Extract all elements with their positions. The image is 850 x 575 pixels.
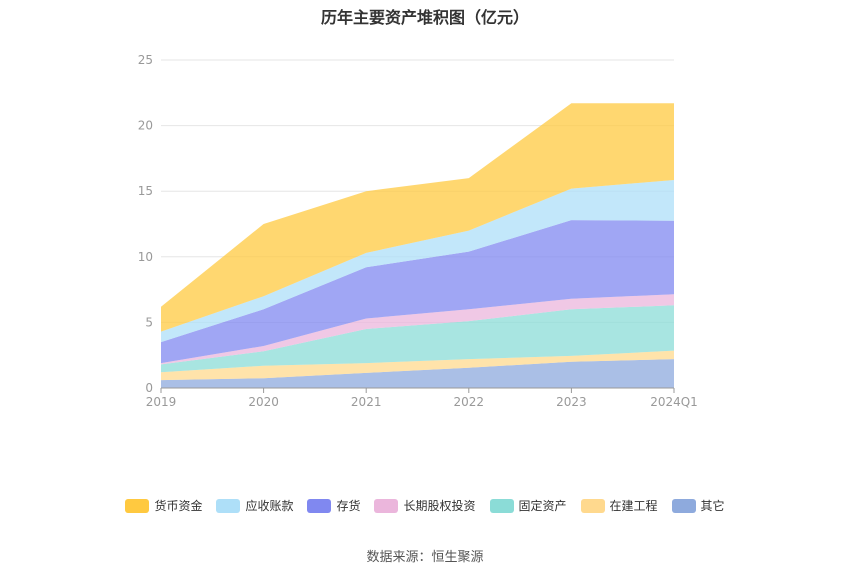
y-tick-label: 15	[138, 184, 153, 198]
chart-title: 历年主要资产堆积图（亿元）	[320, 8, 529, 27]
area-其它	[161, 359, 674, 388]
y-tick-label: 20	[138, 119, 153, 133]
y-tick-label: 0	[145, 381, 153, 395]
legend-item[interactable]: 长期股权投资	[374, 497, 476, 514]
legend-swatch	[489, 498, 514, 513]
legend: 货币资金 应收账款 存货 长期股权投资 固定资产 在建工程 其它	[0, 497, 850, 514]
area-货币资金	[161, 103, 674, 332]
legend-item[interactable]: 存货	[307, 497, 360, 514]
legend-item[interactable]: 应收账款	[216, 497, 293, 514]
legend-swatch	[216, 498, 241, 513]
x-tick-label: 2021	[351, 395, 382, 409]
area-长期股权投资	[161, 294, 674, 365]
legend-swatch	[374, 498, 399, 513]
area-在建工程	[161, 350, 674, 381]
legend-item[interactable]: 其它	[671, 497, 725, 514]
axes: 0 5 10 15 20 25 2019 2020 2021 2022 2023 2024Q1	[138, 53, 698, 409]
x-tick-label: 2022	[454, 395, 485, 409]
legend-swatch	[671, 498, 696, 513]
legend-swatch	[125, 498, 150, 513]
y-tick-label: 10	[138, 250, 153, 264]
legend-item[interactable]: 货币资金	[125, 497, 202, 514]
legend-label: 长期股权投资	[403, 499, 476, 513]
y-tick-label: 5	[145, 315, 153, 329]
area-应收账款	[161, 180, 674, 343]
area-series	[161, 103, 674, 388]
area-固定资产	[161, 305, 674, 373]
legend-item[interactable]: 固定资产	[489, 497, 567, 514]
legend-item[interactable]: 在建工程	[580, 497, 658, 514]
y-tick-label: 25	[138, 53, 153, 67]
stacked-area-chart: 0 5 10 15 20 25 2019 2020 2021 2022 2023 2024Q1	[138, 53, 698, 409]
x-tick-label: 2019	[146, 395, 177, 409]
legend-label: 存货	[336, 499, 361, 513]
x-tick-label: 2020	[248, 395, 279, 409]
x-tick-label: 2023	[556, 395, 587, 409]
legend-label: 在建工程	[609, 499, 658, 513]
x-tick-label: 2024Q1	[650, 395, 698, 409]
legend-label: 其它	[700, 499, 725, 513]
source-note: 数据来源：恒生聚源	[366, 550, 484, 565]
legend-label: 应收账款	[245, 499, 294, 513]
legend-swatch	[307, 498, 332, 513]
legend-swatch	[580, 498, 605, 513]
legend-label: 固定资产	[518, 499, 567, 513]
legend-label: 货币资金	[154, 499, 203, 513]
area-存货	[161, 220, 674, 364]
